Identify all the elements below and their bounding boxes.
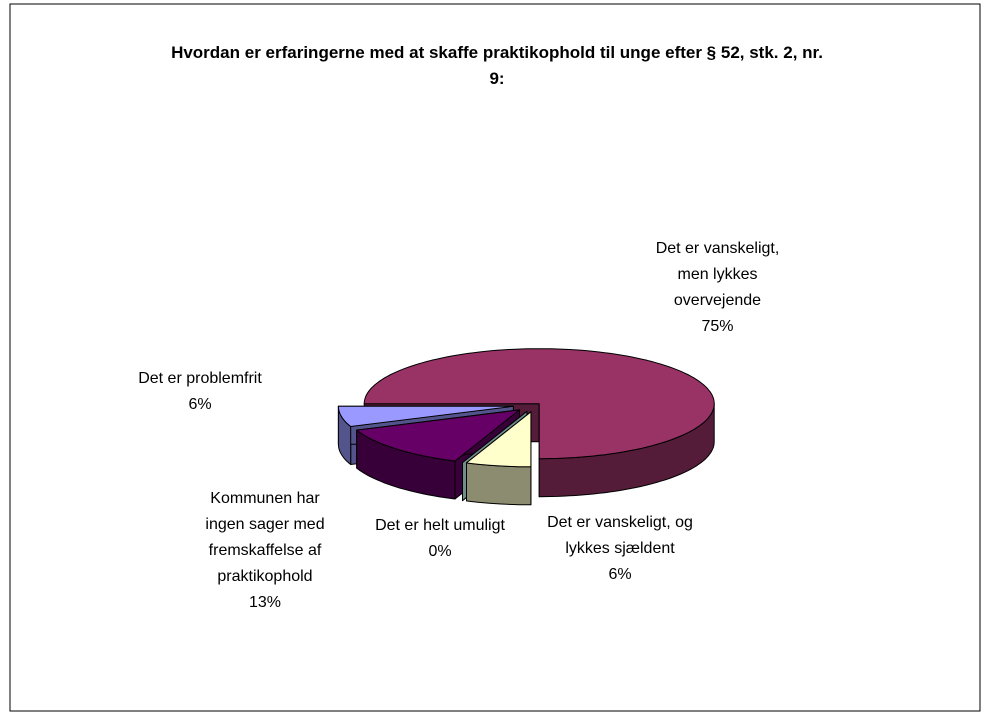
slice-label: Det er vanskeligt, og lykkes sjældent 6% [545,510,695,583]
slice [356,409,520,462]
value-label: 13% [248,594,282,611]
slice [466,411,532,468]
slice-wall [466,462,532,506]
slice-label: Det er problemfrit 6% [120,366,280,413]
value-label: 6% [188,396,212,413]
slice [363,348,715,460]
slice-label: Det er vanskeligt, men lykkes overvejend… [650,236,785,335]
slice-label: Det er helt umuligt 0% [360,513,520,560]
slice-label: Kommunen har ingen sager med fremskaffel… [200,486,330,611]
value-label: 0% [428,543,452,560]
slice [337,405,514,427]
chart-title: Hvordan er erfaringerne med at skaffe pr… [171,43,823,88]
value-label: 75% [701,318,734,335]
value-label: 6% [608,566,632,583]
